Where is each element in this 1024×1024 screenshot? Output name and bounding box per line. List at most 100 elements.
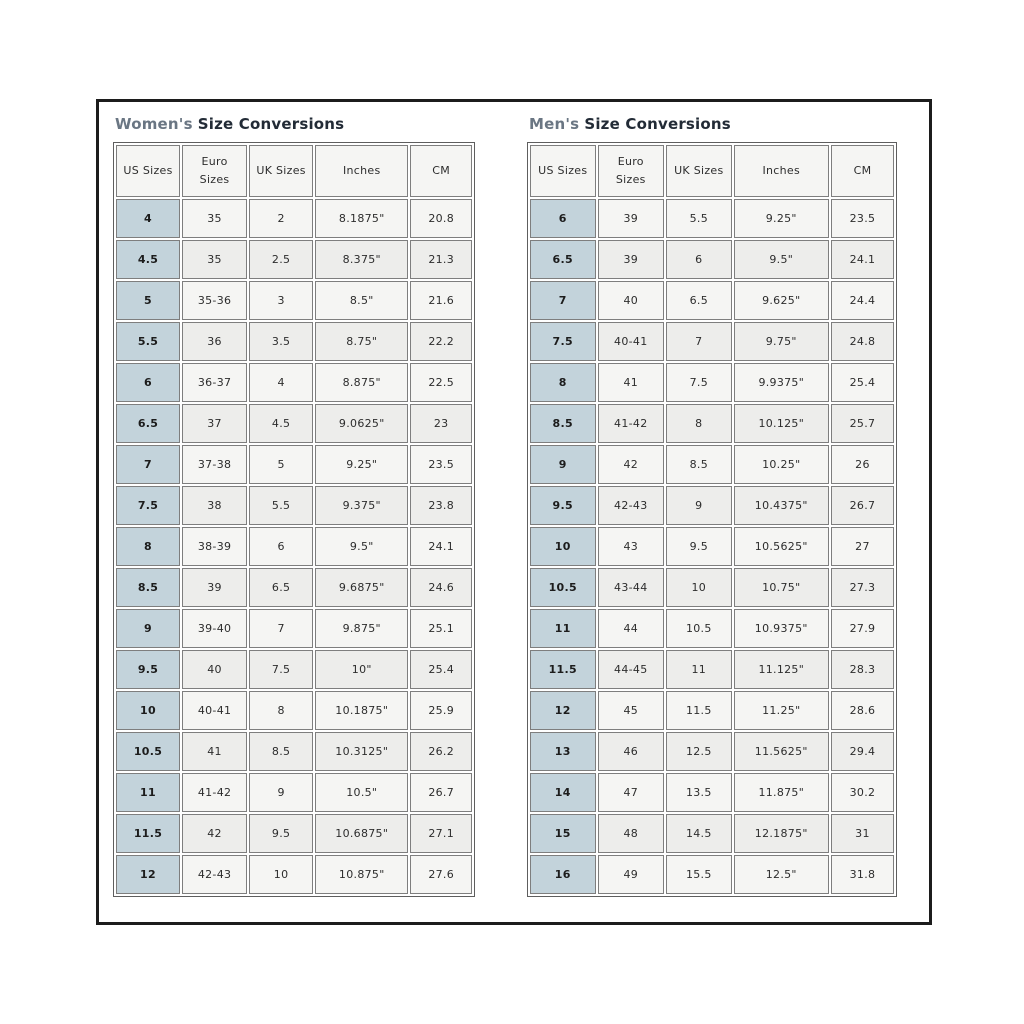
us-size-cell: 8 bbox=[116, 527, 181, 566]
us-size-cell: 8.5 bbox=[116, 568, 181, 607]
size-cell: 8.375" bbox=[315, 240, 409, 279]
size-cell: 28.6 bbox=[830, 691, 894, 730]
column-header: CM bbox=[410, 145, 472, 197]
table-row: 5 35-36 3 8.5" 21.6 bbox=[116, 281, 472, 320]
size-cell: 38-39 bbox=[182, 527, 248, 566]
header-row: US Sizes Euro Sizes UK Sizes Inches CM bbox=[530, 145, 894, 197]
us-size-cell: 7.5 bbox=[530, 322, 596, 361]
womens-table-title: Women's Size Conversions bbox=[115, 115, 475, 133]
size-cell: 27.9 bbox=[830, 609, 894, 648]
mens-table-title: Men's Size Conversions bbox=[529, 115, 897, 133]
column-header: Euro Sizes bbox=[597, 145, 665, 197]
size-cell: 8 bbox=[666, 404, 732, 443]
us-size-cell: 12 bbox=[530, 691, 596, 730]
size-cell: 3.5 bbox=[249, 322, 314, 361]
size-cell: 37 bbox=[182, 404, 248, 443]
mens-title-prefix: Men's bbox=[529, 115, 580, 133]
size-cell: 6 bbox=[249, 527, 314, 566]
size-cell: 40-41 bbox=[597, 322, 665, 361]
size-cell: 40 bbox=[182, 650, 248, 689]
size-cell: 22.2 bbox=[410, 322, 472, 361]
column-header: US Sizes bbox=[116, 145, 181, 197]
size-cell: 8.75" bbox=[315, 322, 409, 361]
us-size-cell: 14 bbox=[530, 773, 596, 812]
size-cell: 7.5 bbox=[666, 363, 732, 402]
size-cell: 42 bbox=[597, 445, 665, 484]
size-cell: 47 bbox=[597, 773, 665, 812]
size-cell: 9.625" bbox=[733, 281, 829, 320]
us-size-cell: 6.5 bbox=[530, 240, 596, 279]
size-cell: 20.8 bbox=[410, 199, 472, 238]
table-row: 8.5 41-42 8 10.125" 25.7 bbox=[530, 404, 894, 443]
mens-table-body: 6 39 5.5 9.25" 23.5 6.5 39 6 9.5" 24.1 7 40 6.5 9.625… bbox=[530, 199, 894, 894]
size-cell: 9 bbox=[249, 773, 314, 812]
size-cell: 26 bbox=[830, 445, 894, 484]
us-size-cell: 8 bbox=[530, 363, 596, 402]
size-cell: 8.5 bbox=[249, 732, 314, 771]
womens-table-head: US Sizes Euro Sizes UK Sizes Inches CM bbox=[116, 145, 472, 197]
us-size-cell: 11.5 bbox=[530, 650, 596, 689]
size-cell: 10.5" bbox=[315, 773, 409, 812]
size-cell: 8.5" bbox=[315, 281, 409, 320]
size-cell: 10.6875" bbox=[315, 814, 409, 853]
table-row: 11.5 42 9.5 10.6875" 27.1 bbox=[116, 814, 472, 853]
us-size-cell: 16 bbox=[530, 855, 596, 894]
header-row: US Sizes Euro Sizes UK Sizes Inches CM bbox=[116, 145, 472, 197]
size-cell: 22.5 bbox=[410, 363, 472, 402]
us-size-cell: 11 bbox=[530, 609, 596, 648]
size-cell: 40-41 bbox=[182, 691, 248, 730]
us-size-cell: 9.5 bbox=[116, 650, 181, 689]
size-cell: 11.5625" bbox=[733, 732, 829, 771]
size-cell: 24.1 bbox=[410, 527, 472, 566]
size-cell: 48 bbox=[597, 814, 665, 853]
us-size-cell: 15 bbox=[530, 814, 596, 853]
womens-table-section: Women's Size Conversions US Sizes Euro Siz… bbox=[113, 113, 475, 897]
us-size-cell: 6 bbox=[116, 363, 181, 402]
size-cell: 31 bbox=[830, 814, 894, 853]
size-cell: 13.5 bbox=[666, 773, 732, 812]
size-cell: 11.875" bbox=[733, 773, 829, 812]
table-row: 7.5 38 5.5 9.375" 23.8 bbox=[116, 486, 472, 525]
table-row: 8.5 39 6.5 9.6875" 24.6 bbox=[116, 568, 472, 607]
size-cell: 11.5 bbox=[666, 691, 732, 730]
size-cell: 10.3125" bbox=[315, 732, 409, 771]
column-header: Inches bbox=[733, 145, 829, 197]
size-cell: 2 bbox=[249, 199, 314, 238]
size-cell: 43 bbox=[597, 527, 665, 566]
size-cell: 9.25" bbox=[733, 199, 829, 238]
table-row: 7.5 40-41 7 9.75" 24.8 bbox=[530, 322, 894, 361]
column-header: UK Sizes bbox=[666, 145, 732, 197]
size-cell: 9.5 bbox=[666, 527, 732, 566]
us-size-cell: 13 bbox=[530, 732, 596, 771]
size-cell: 23.5 bbox=[830, 199, 894, 238]
size-cell: 27.1 bbox=[410, 814, 472, 853]
size-cell: 11.125" bbox=[733, 650, 829, 689]
size-cell: 8.1875" bbox=[315, 199, 409, 238]
size-conversion-panel: Women's Size Conversions US Sizes Euro Siz… bbox=[96, 99, 932, 925]
us-size-cell: 4.5 bbox=[116, 240, 181, 279]
size-cell: 49 bbox=[597, 855, 665, 894]
size-cell: 10.4375" bbox=[733, 486, 829, 525]
size-cell: 10.125" bbox=[733, 404, 829, 443]
size-cell: 23.8 bbox=[410, 486, 472, 525]
size-cell: 10.875" bbox=[315, 855, 409, 894]
size-cell: 9.9375" bbox=[733, 363, 829, 402]
size-cell: 21.6 bbox=[410, 281, 472, 320]
size-cell: 9.5" bbox=[315, 527, 409, 566]
size-cell: 27 bbox=[830, 527, 894, 566]
size-cell: 28.3 bbox=[830, 650, 894, 689]
size-cell: 41 bbox=[182, 732, 248, 771]
size-cell: 9 bbox=[666, 486, 732, 525]
size-cell: 14.5 bbox=[666, 814, 732, 853]
womens-title-prefix: Women's bbox=[115, 115, 193, 133]
us-size-cell: 10 bbox=[116, 691, 181, 730]
table-row: 6 36-37 4 8.875" 22.5 bbox=[116, 363, 472, 402]
size-cell: 37-38 bbox=[182, 445, 248, 484]
us-size-cell: 7 bbox=[530, 281, 596, 320]
table-row: 16 49 15.5 12.5" 31.8 bbox=[530, 855, 894, 894]
size-cell: 41 bbox=[597, 363, 665, 402]
size-cell: 12.5" bbox=[733, 855, 829, 894]
size-cell: 39 bbox=[182, 568, 248, 607]
table-row: 11 44 10.5 10.9375" 27.9 bbox=[530, 609, 894, 648]
us-size-cell: 4 bbox=[116, 199, 181, 238]
